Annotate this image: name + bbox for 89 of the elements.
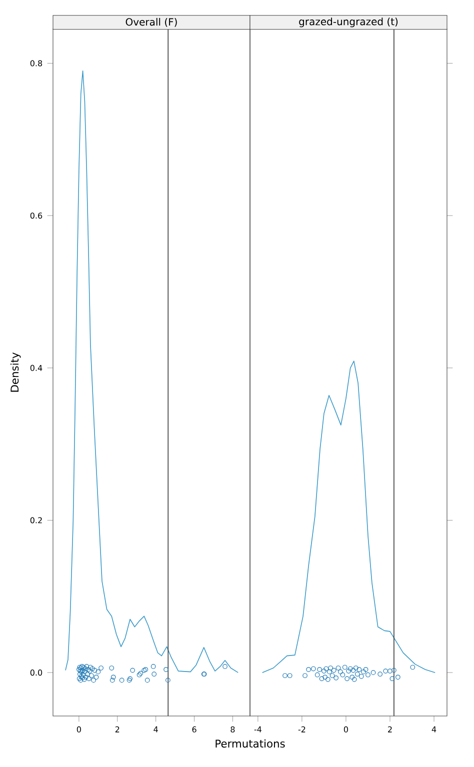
point [336, 666, 341, 670]
point [92, 668, 98, 673]
x-tick-label: -2 [298, 726, 306, 732]
point [86, 676, 92, 682]
point [306, 667, 311, 672]
point [80, 672, 86, 678]
point [89, 673, 94, 678]
y-tick-label: 0.8 [30, 60, 42, 66]
y-tick-label: 0.4 [30, 364, 42, 371]
point [322, 674, 328, 680]
point [388, 668, 392, 674]
point [90, 666, 95, 672]
point [352, 677, 357, 682]
point [350, 674, 355, 680]
x-tick-label: 0 [344, 726, 348, 732]
point [361, 669, 366, 674]
point [390, 676, 395, 682]
chart-title: grazed-ungrazed (t) [299, 18, 398, 28]
point [358, 674, 364, 679]
point [77, 672, 82, 677]
point [346, 668, 352, 674]
point [354, 672, 360, 677]
point [353, 666, 358, 670]
chart-title: Overall (F) [126, 18, 177, 27]
point [356, 667, 362, 672]
point [165, 678, 170, 683]
point [119, 678, 124, 683]
point [331, 668, 336, 673]
point [340, 672, 346, 678]
point [378, 672, 383, 677]
point [370, 670, 376, 676]
y-tick-label: 0.6 [30, 212, 42, 219]
point [98, 666, 104, 670]
point [91, 678, 96, 683]
point [338, 669, 343, 674]
point [110, 674, 116, 680]
point [110, 678, 115, 683]
point [310, 666, 316, 672]
point [164, 667, 168, 672]
point [410, 664, 416, 670]
point [324, 666, 329, 672]
point [152, 672, 157, 677]
point [319, 676, 324, 682]
y-tick-label: 0.0 [30, 670, 42, 676]
line-series [65, 70, 238, 673]
point [334, 675, 338, 680]
point [325, 677, 330, 682]
point [82, 669, 88, 674]
point [96, 669, 101, 674]
point [314, 672, 320, 678]
point [83, 674, 88, 680]
x-tick-label: 2 [115, 726, 120, 732]
point [328, 666, 333, 670]
x-tick-label: 6 [192, 726, 196, 732]
x-tick-label: 4 [432, 726, 436, 732]
point [344, 676, 350, 682]
point [88, 664, 93, 670]
point [383, 668, 388, 674]
point [322, 668, 326, 674]
point [144, 678, 150, 683]
point [282, 673, 288, 678]
x-tick-label: 8 [230, 726, 235, 732]
point [395, 674, 400, 680]
point [94, 674, 99, 680]
point [363, 667, 368, 672]
point [302, 673, 308, 678]
x-tick-label: 2 [388, 726, 392, 732]
point [317, 667, 322, 672]
y-tick-label: 0.2 [30, 517, 42, 524]
point [150, 664, 156, 669]
point [130, 668, 136, 673]
x-tick-label: 0 [76, 726, 81, 732]
point [84, 672, 90, 677]
x-tick-label: 4 [154, 726, 158, 732]
point [342, 664, 348, 670]
point [366, 672, 370, 678]
point [327, 669, 332, 674]
point [82, 677, 87, 682]
point [350, 668, 356, 673]
point [109, 666, 114, 670]
point [287, 673, 292, 678]
point [392, 668, 396, 673]
point [330, 673, 335, 678]
point [84, 664, 90, 669]
x-axis-title: Permutations [216, 739, 285, 748]
point [222, 664, 228, 669]
x-tick-label: -4 [254, 726, 262, 732]
y-axis-title: Density [10, 352, 21, 392]
point [348, 666, 353, 672]
